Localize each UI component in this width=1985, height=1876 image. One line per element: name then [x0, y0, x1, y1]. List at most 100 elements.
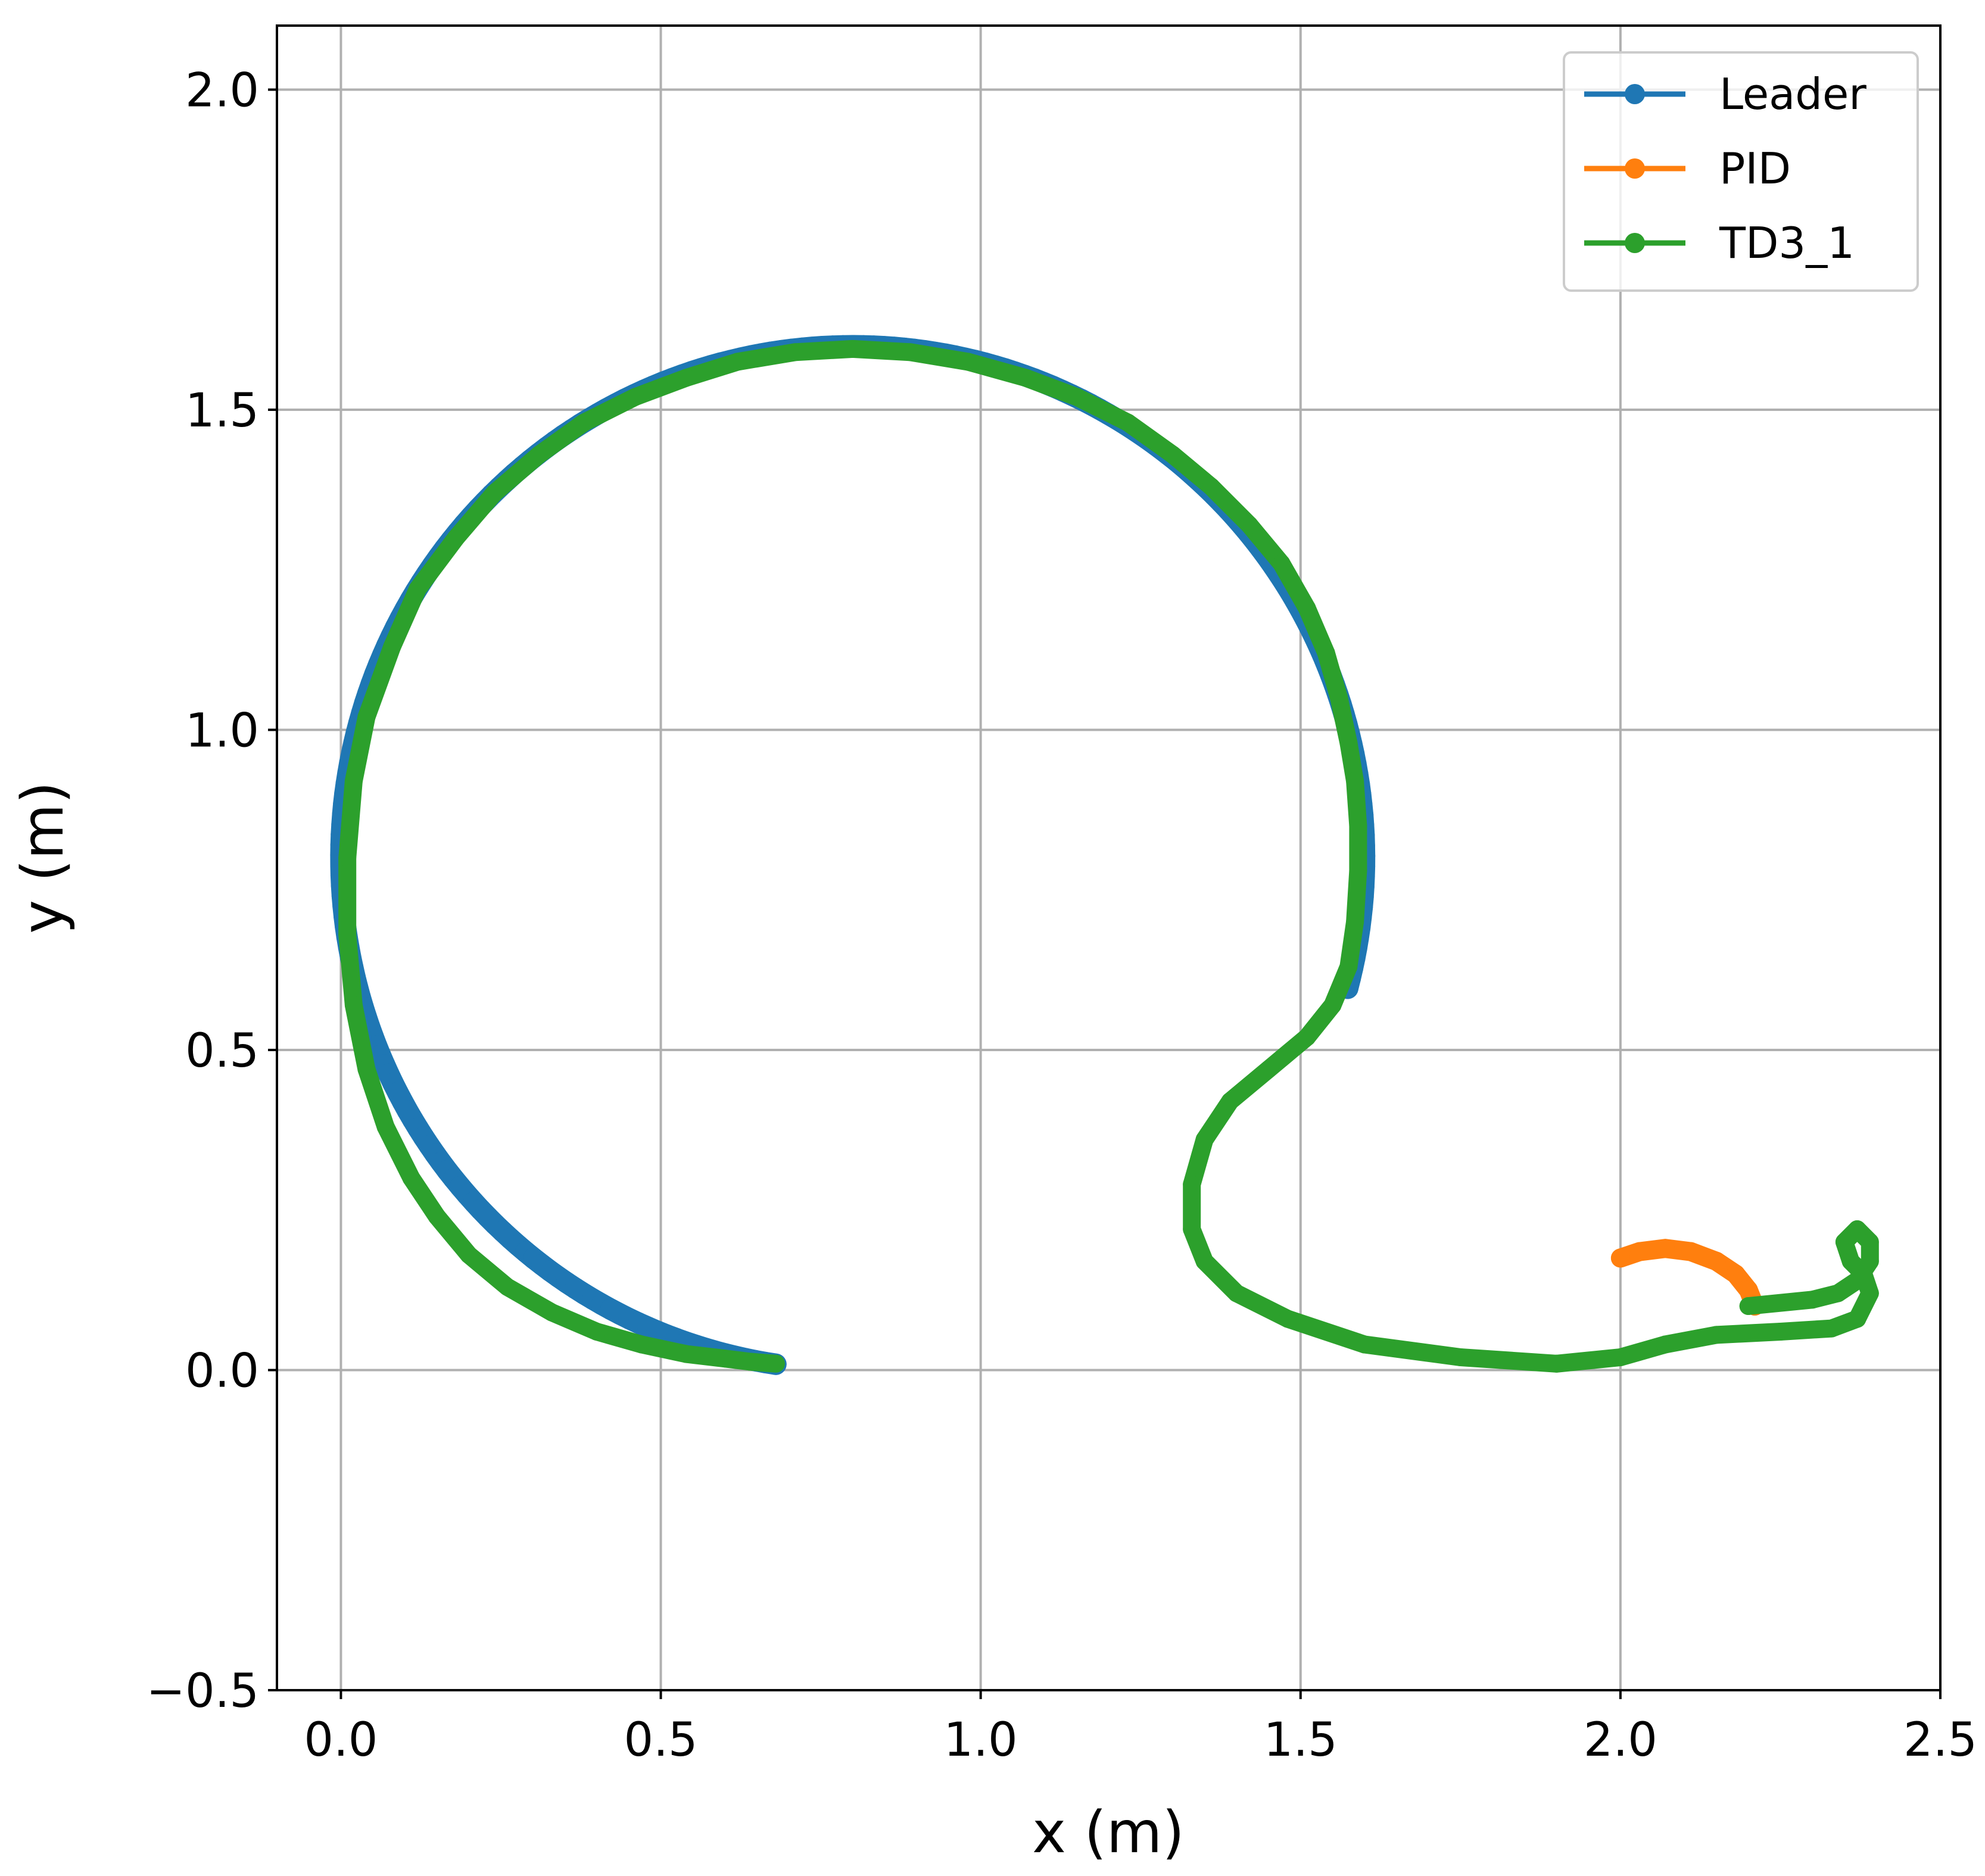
data-point-td3-1: [1067, 388, 1086, 406]
data-point-td3-1: [344, 772, 363, 790]
data-point-td3-1: [1349, 817, 1367, 835]
legend-label-leader: Leader: [1719, 69, 1866, 119]
data-point-td3-1: [1822, 1319, 1841, 1338]
data-point-td3-1: [632, 1335, 651, 1354]
x-axis-label: x (m): [1032, 1799, 1185, 1866]
x-tick-label: 2.0: [1584, 1713, 1657, 1767]
data-point-td3-1: [1227, 1284, 1246, 1302]
legend-entry-leader: Leader: [1584, 69, 1866, 119]
data-point-td3-1: [1298, 599, 1316, 618]
data-point-td3-1: [1611, 1348, 1629, 1366]
data-point-pid: [1681, 1242, 1700, 1261]
data-point-td3-1: [1221, 1092, 1239, 1110]
data-point-td3-1: [1841, 1252, 1860, 1270]
data-point-td3-1: [1855, 1265, 1873, 1283]
data-point-td3-1: [383, 637, 401, 656]
y-tick-label: 0.5: [185, 1024, 259, 1078]
y-tick-label: 1.0: [185, 705, 259, 758]
data-point-td3-1: [1323, 996, 1342, 1014]
data-point-pid: [1738, 1280, 1758, 1300]
data-point-td3-1: [959, 353, 977, 371]
ticks: 0.0 0.5 1.0 1.5 2.0 2.5 −0.5 0.0 0.5 1.0 1.5 2.0: [147, 64, 1977, 1768]
data-point-td3-1: [1861, 1284, 1879, 1302]
data-point-td3-1: [543, 1303, 561, 1322]
data-point-td3-1: [1771, 1323, 1790, 1341]
x-tick-label: 0.0: [304, 1713, 378, 1767]
data-point-td3-1: [1183, 1220, 1201, 1238]
data-point-td3-1: [1803, 1291, 1822, 1309]
data-point-td3-1: [1346, 913, 1364, 931]
data-point-td3-1: [1317, 644, 1335, 662]
data-point-td3-1: [1339, 958, 1358, 976]
data-point-td3-1: [588, 1323, 606, 1341]
data-point-td3-1: [1272, 554, 1291, 572]
data-point-td3-1: [1547, 1354, 1566, 1373]
data-point-td3-1: [402, 1169, 420, 1187]
data-point-td3-1: [338, 849, 357, 867]
data-point-td3-1: [575, 413, 593, 432]
legend-entry-pid: PID: [1584, 144, 1791, 194]
data-point-td3-1: [677, 369, 696, 387]
data-point-td3-1: [1656, 1335, 1675, 1354]
data-point-pid: [1726, 1264, 1746, 1284]
plot-frame: [276, 24, 1942, 1691]
data-point-td3-1: [338, 925, 357, 944]
x-tick-label: 2.5: [1903, 1713, 1977, 1767]
data-point-pid: [1656, 1239, 1675, 1258]
legend-marker-td3: [1625, 233, 1645, 253]
data-point-td3-1: [447, 529, 465, 547]
legend-frame: [1563, 51, 1919, 292]
data-point-td3-1: [357, 1060, 376, 1079]
data-point-td3-1: [1848, 1220, 1866, 1238]
data-point-td3-1: [460, 1246, 478, 1264]
data-point-td3-1: [1835, 1233, 1853, 1251]
y-tick-label: 2.0: [185, 64, 259, 118]
data-point-td3-1: [1118, 413, 1137, 432]
data-point-td3-1: [1016, 369, 1034, 387]
data-point-td3-1: [1163, 445, 1182, 464]
data-point-td3-1: [1240, 516, 1258, 534]
y-tick-label: 1.5: [185, 384, 259, 438]
data-point-td3-1: [728, 353, 747, 371]
plot-background: [277, 26, 1940, 1690]
legend-entry-td3: TD3_1: [1584, 218, 1855, 268]
data-point-td3-1: [1861, 1233, 1879, 1251]
series-group: [330, 335, 1879, 1375]
data-point-td3-1: [1739, 1297, 1757, 1315]
series-td3-1: [338, 339, 1879, 1373]
data-point-td3-1: [786, 343, 805, 362]
data-point-td3-1: [901, 343, 920, 362]
data-point-td3-1: [1829, 1284, 1847, 1302]
data-point-td3-1: [1355, 1335, 1374, 1354]
legend-marker-pid: [1625, 158, 1645, 179]
data-point-td3-1: [1707, 1326, 1725, 1344]
legend: Leader PID TD3_1: [1563, 51, 1919, 292]
data-point-pid: [1610, 1248, 1630, 1268]
data-point-td3-1: [1298, 1028, 1316, 1046]
data-point-td3-1: [1349, 862, 1367, 880]
data-point-td3-1: [1339, 734, 1358, 752]
data-point-td3-1: [344, 996, 363, 1014]
y-tick-label: 0.0: [185, 1345, 259, 1398]
data-point-td3-1: [716, 1350, 734, 1368]
data-point-td3-1: [1451, 1348, 1470, 1366]
legend-label-pid: PID: [1719, 144, 1791, 194]
data-point-td3-1: [843, 339, 862, 358]
data-point-td3-1: [530, 445, 549, 464]
data-point-td3-1: [766, 1354, 785, 1373]
legend-marker-leader: [1625, 84, 1645, 104]
data-point-td3-1: [409, 580, 427, 598]
legend-label-td3: TD3_1: [1719, 218, 1855, 268]
x-tick-label: 1.5: [1264, 1713, 1338, 1767]
y-tick-label: −0.5: [147, 1665, 259, 1718]
data-point-td3-1: [1346, 772, 1364, 790]
data-point-td3-1: [1202, 478, 1220, 496]
data-point-td3-1: [485, 484, 504, 502]
data-point-td3-1: [428, 1207, 446, 1226]
data-point-td3-1: [1195, 1252, 1214, 1270]
data-point-td3-1: [626, 388, 644, 406]
data-point-pid: [1630, 1242, 1650, 1261]
x-tick-label: 0.5: [624, 1713, 698, 1767]
x-tick-label: 1.0: [944, 1713, 1018, 1767]
